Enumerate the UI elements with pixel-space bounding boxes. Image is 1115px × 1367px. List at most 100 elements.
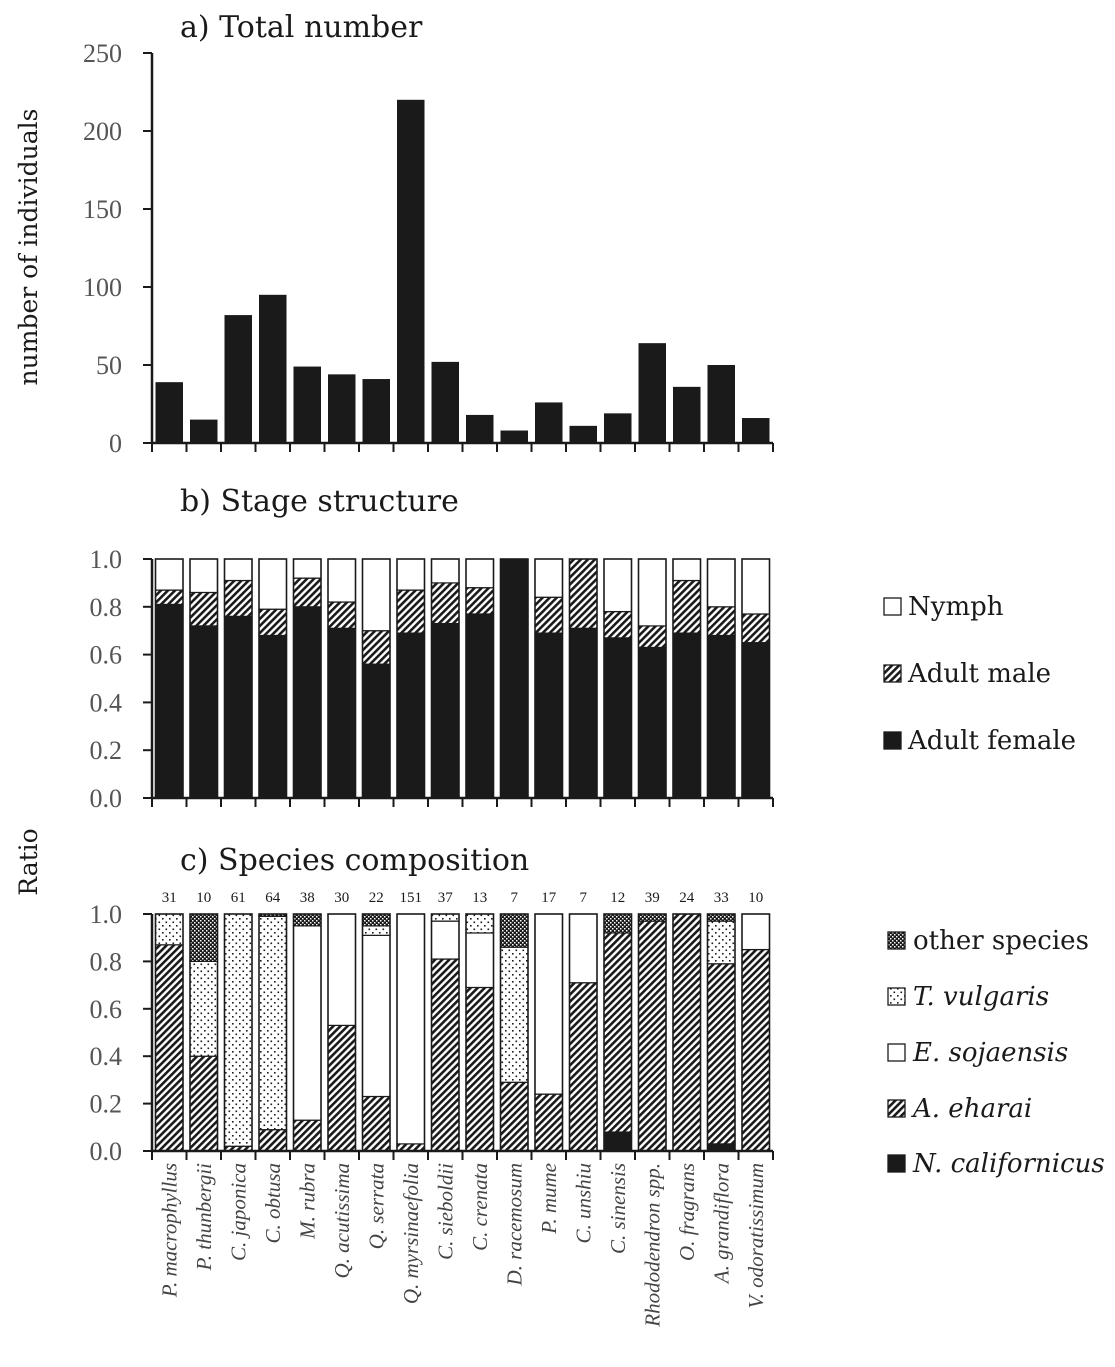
- sample-size-label: 37: [438, 890, 454, 906]
- panel-b-segment-solid-12: [534, 632, 564, 799]
- category-label: O. fragrans: [675, 1163, 699, 1261]
- panel-c-title: c) Species composition: [180, 843, 529, 878]
- panel-c-segment-dense-7: [361, 913, 391, 927]
- sample-size-label: 7: [511, 890, 519, 906]
- panel-c-segment-hatch-11: [499, 1081, 529, 1152]
- panel-b-y-axis: 0.0 0.2 0.4 0.6 0.8 1.0: [90, 545, 152, 813]
- panel-b-segment-empty-2: [189, 558, 219, 594]
- category-label: M. rubra: [295, 1163, 319, 1240]
- panel-a-y-tick-label: 250: [83, 39, 122, 68]
- panel-b-segment-solid-6: [327, 627, 357, 799]
- panel-b-segment-empty-1: [154, 558, 184, 591]
- panel-c-y-tick-label: 1.0: [90, 900, 123, 929]
- sample-size-label: 22: [369, 890, 384, 906]
- panel-b-segment-hatch-5: [292, 577, 322, 608]
- panel-c-segment-hatch-4: [258, 1129, 288, 1152]
- panel-c-y-tick-label: 0.2: [90, 1090, 123, 1119]
- legend-b-label: Adult female: [907, 726, 1076, 756]
- bar-total-16: [673, 386, 701, 443]
- bar-total-1: [155, 382, 183, 443]
- panel-b-segment-hatch-10: [465, 587, 495, 615]
- panel-c-segment-dots-9: [430, 913, 460, 922]
- panel-b-y-tick-label: 0.0: [90, 784, 123, 813]
- legend-c-swatch-solid: [887, 1154, 906, 1173]
- panel-c-segment-empty-5: [292, 925, 322, 1121]
- panel-b-y-tick-label: 0.2: [90, 736, 123, 765]
- panel-c-y-axis: 0.0 0.2 0.4 0.6 0.8 1.0: [90, 900, 152, 1166]
- panel-b-segment-solid-16: [672, 632, 702, 799]
- panel-b-segment-hatch-18: [741, 613, 771, 644]
- panel-c-segment-dense-17: [706, 913, 736, 922]
- category-label: C. obtusa: [261, 1163, 285, 1244]
- panel-c-segment-hatch-6: [327, 1024, 357, 1152]
- panel-c-segment-empty-6: [327, 913, 357, 1026]
- panel-c-segment-empty-18: [741, 913, 771, 951]
- panel-a-y-tick-label: 150: [83, 195, 122, 224]
- panel-b-segment-hatch-2: [189, 591, 219, 627]
- panel-b-segment-solid-3: [223, 615, 253, 799]
- panel-c-segment-dots-1: [154, 913, 184, 946]
- panel-b-segment-hatch-6: [327, 601, 357, 629]
- bar-total-4: [259, 294, 287, 443]
- category-labels: P. macrophyllus P. thunbergii C. japonica C…: [157, 1163, 768, 1328]
- sample-size-label: 13: [472, 890, 487, 906]
- category-label: P. thunbergii: [192, 1163, 216, 1272]
- panel-b-title: b) Stage structure: [180, 484, 459, 519]
- panel-b-segment-solid-7: [361, 663, 391, 799]
- panel-c-segment-hatch-14: [603, 932, 633, 1133]
- panel-c-segment-dense-5: [292, 913, 322, 927]
- legend-b-label: Adult male: [907, 659, 1051, 689]
- sample-size-label: 10: [196, 890, 211, 906]
- legend-c-label: N. californicus: [912, 1149, 1105, 1179]
- panel-b-segment-empty-12: [534, 558, 564, 598]
- panel-c-segment-empty-7: [361, 934, 391, 1098]
- sample-size-label: 10: [748, 890, 763, 906]
- panel-b-segment-solid-4: [258, 634, 288, 799]
- panel-b-y-tick-label: 1.0: [90, 545, 123, 574]
- panel-a-bars: [155, 99, 770, 444]
- panel-c-legend: other species T. vulgaris E. sojaensis A. e…: [887, 926, 1105, 1179]
- legend-b-swatch-empty: [883, 597, 902, 616]
- legend-c-label: A. eharai: [911, 1094, 1032, 1124]
- panel-b-y-tick-label: 0.4: [90, 688, 123, 717]
- panel-b-segment-empty-6: [327, 558, 357, 603]
- panel-b-axes: [150, 559, 774, 807]
- panel-c-segment-hatch-9: [430, 958, 460, 1152]
- panel-b-segment-solid-13: [568, 627, 598, 799]
- bar-total-7: [362, 379, 390, 443]
- panel-a-axes: [150, 53, 774, 452]
- legend-c-label: other species: [913, 926, 1089, 956]
- panel-b-segment-empty-8: [396, 558, 426, 591]
- panel-c-segment-empty-8: [396, 913, 426, 1145]
- panel-c-segment-dots-17: [706, 920, 736, 965]
- panel-b-segment-empty-3: [223, 558, 253, 582]
- panel-c-y-tick-label: 0.8: [90, 947, 123, 976]
- panel-b-segment-solid-9: [430, 622, 460, 799]
- panel-c-segment-hatch-12: [534, 1093, 564, 1152]
- category-label: A. grandiflora: [709, 1163, 733, 1285]
- sample-size-label: 30: [334, 890, 349, 906]
- panel-c-segment-dots-7: [361, 925, 391, 936]
- panel-c-segment-hatch-5: [292, 1119, 322, 1152]
- panel-c-segment-empty-9: [430, 920, 460, 960]
- category-label: D. racemosum: [502, 1163, 526, 1286]
- panel-c-segment-hatch-18: [741, 948, 771, 1152]
- panel-b-segment-hatch-17: [706, 606, 736, 637]
- bar-total-17: [707, 365, 735, 443]
- category-label: P. macrophyllus: [157, 1163, 181, 1298]
- panel-b-segment-solid-1: [154, 603, 184, 799]
- legend-b-swatch-hatch: [883, 664, 902, 683]
- panel-b-bars: [154, 558, 771, 799]
- panel-b-segment-hatch-13: [568, 558, 598, 629]
- panel-a-y-axis-label: number of individuals: [14, 109, 43, 386]
- panel-b-legend: Nymph Adult male Adult female: [883, 592, 1076, 756]
- bar-total-5: [293, 366, 321, 443]
- bar-total-13: [569, 425, 597, 443]
- bar-total-10: [466, 414, 494, 443]
- bar-total-14: [604, 413, 632, 443]
- panel-b-segment-solid-17: [706, 634, 736, 799]
- panel-b-segment-hatch-4: [258, 608, 288, 637]
- panel-b-segment-hatch-7: [361, 630, 391, 665]
- panel-c-segment-hatch-2: [189, 1055, 219, 1152]
- ratio-y-axis-label: Ratio: [14, 828, 43, 895]
